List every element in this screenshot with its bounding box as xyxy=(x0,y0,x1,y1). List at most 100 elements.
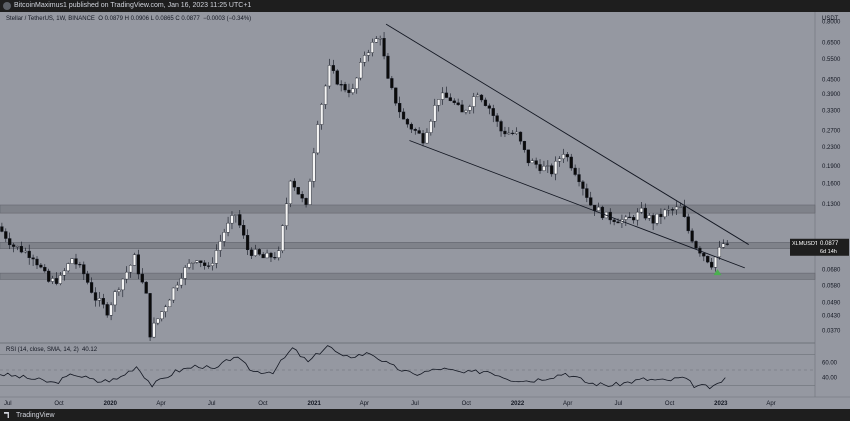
candle-down xyxy=(671,209,675,211)
candle-down xyxy=(409,123,413,130)
candle-down xyxy=(339,84,343,86)
candle-up xyxy=(557,158,562,162)
candle-up xyxy=(66,263,70,272)
candle-down xyxy=(245,235,250,251)
candle-up xyxy=(125,271,129,280)
candle-down xyxy=(0,226,4,232)
candle-up xyxy=(366,52,371,56)
candle-up xyxy=(713,256,718,268)
candle-up xyxy=(62,270,66,276)
candle-down xyxy=(616,221,620,224)
candle-up xyxy=(464,110,468,113)
candle-up xyxy=(253,249,257,256)
candle-up xyxy=(468,106,472,111)
candle-up xyxy=(320,104,324,125)
candle-up xyxy=(58,275,63,284)
candle-down xyxy=(257,249,261,255)
candle-up xyxy=(355,77,359,89)
candle-up xyxy=(121,278,125,291)
candle-down xyxy=(11,244,16,247)
price-tick-label: 0.3900 xyxy=(822,92,841,98)
candle-up xyxy=(351,88,355,93)
candle-down xyxy=(585,188,589,198)
rsi-tick-label: 60.00 xyxy=(822,360,838,366)
candle-down xyxy=(261,254,265,259)
candle-down xyxy=(105,304,109,316)
time-tick-label: 2021 xyxy=(308,401,322,407)
price-tick-label: 0.5500 xyxy=(822,57,841,63)
candle-down xyxy=(78,263,82,266)
candle-down xyxy=(725,243,729,245)
candle-down xyxy=(538,164,542,171)
candle-down xyxy=(518,131,523,142)
candle-down xyxy=(382,38,386,57)
candle-down xyxy=(483,99,488,106)
candle-down xyxy=(35,258,39,266)
candle-down xyxy=(304,198,308,205)
price-tick-label: 0.0680 xyxy=(822,267,841,273)
symbol-legend: Stellar / TetherUS, 1W, BINANCE O 0.0879… xyxy=(6,16,251,22)
price-tick-label: 0.1600 xyxy=(822,181,841,187)
candle-down xyxy=(54,278,59,284)
candle-down xyxy=(347,89,351,93)
publisher-text: BitcoinMaximus1 published on TradingView… xyxy=(14,2,252,9)
candle-up xyxy=(717,247,722,258)
candle-down xyxy=(702,253,706,257)
time-tick-label: Apr xyxy=(156,401,165,407)
publisher-bar: BitcoinMaximus1 published on TradingView… xyxy=(0,0,850,12)
candle-down xyxy=(448,97,452,102)
candle-up xyxy=(312,152,316,182)
horizontal-zone-2 xyxy=(0,272,816,280)
candle-down xyxy=(203,262,207,266)
candle-down xyxy=(526,149,530,164)
time-tick-label: Jul xyxy=(411,401,419,407)
candle-down xyxy=(199,260,203,263)
candle-up xyxy=(316,124,320,154)
candle-down xyxy=(47,270,51,282)
price-tick-label: 0.1300 xyxy=(822,202,841,208)
candle-up xyxy=(113,291,117,306)
candle-down xyxy=(686,216,690,232)
rsi-legend: RSI (14, close, SMA, 14, 2) 40.12 xyxy=(6,347,97,353)
candle-up xyxy=(440,92,445,100)
candle-down xyxy=(659,213,663,218)
candle-down xyxy=(8,238,12,246)
tradingview-logo-icon xyxy=(4,412,9,418)
candle-up xyxy=(284,203,289,226)
time-tick-label: Apr xyxy=(766,401,775,407)
symbol-name: Stellar / TetherUS, 1W, BINANCE xyxy=(6,16,95,22)
price-tick-label: 0.0370 xyxy=(822,329,841,335)
candle-up xyxy=(476,94,480,97)
candle-up xyxy=(132,254,137,266)
price-tag-symbol: XLMUSDT xyxy=(792,241,819,247)
candle-down xyxy=(444,92,449,98)
candle-down xyxy=(456,102,460,106)
price-tick-label: 0.6500 xyxy=(822,40,841,46)
candle-up xyxy=(191,262,195,264)
candle-down xyxy=(413,129,417,131)
candle-up xyxy=(655,213,659,224)
candle-up xyxy=(70,258,74,264)
time-tick-label: 2022 xyxy=(511,401,525,407)
candle-up xyxy=(218,241,222,251)
candle-down xyxy=(4,231,8,239)
candle-down xyxy=(144,281,148,294)
candle-up xyxy=(635,211,640,221)
candle-down xyxy=(503,130,507,135)
candle-down xyxy=(89,282,94,293)
candle-up xyxy=(515,131,519,134)
price-tick-label: 0.0430 xyxy=(822,313,841,319)
time-tick-label: Oct xyxy=(462,401,472,407)
candle-down xyxy=(331,65,335,71)
candle-up xyxy=(374,38,378,43)
price-tag-countdown: 6d 14h xyxy=(820,249,837,255)
candle-up xyxy=(50,278,55,282)
candle-up xyxy=(117,289,121,292)
candle-down xyxy=(136,254,140,275)
brand-name: TradingView xyxy=(16,411,55,419)
candle-down xyxy=(417,130,421,134)
candle-down xyxy=(292,180,296,188)
price-tick-label: 0.8000 xyxy=(822,20,841,26)
